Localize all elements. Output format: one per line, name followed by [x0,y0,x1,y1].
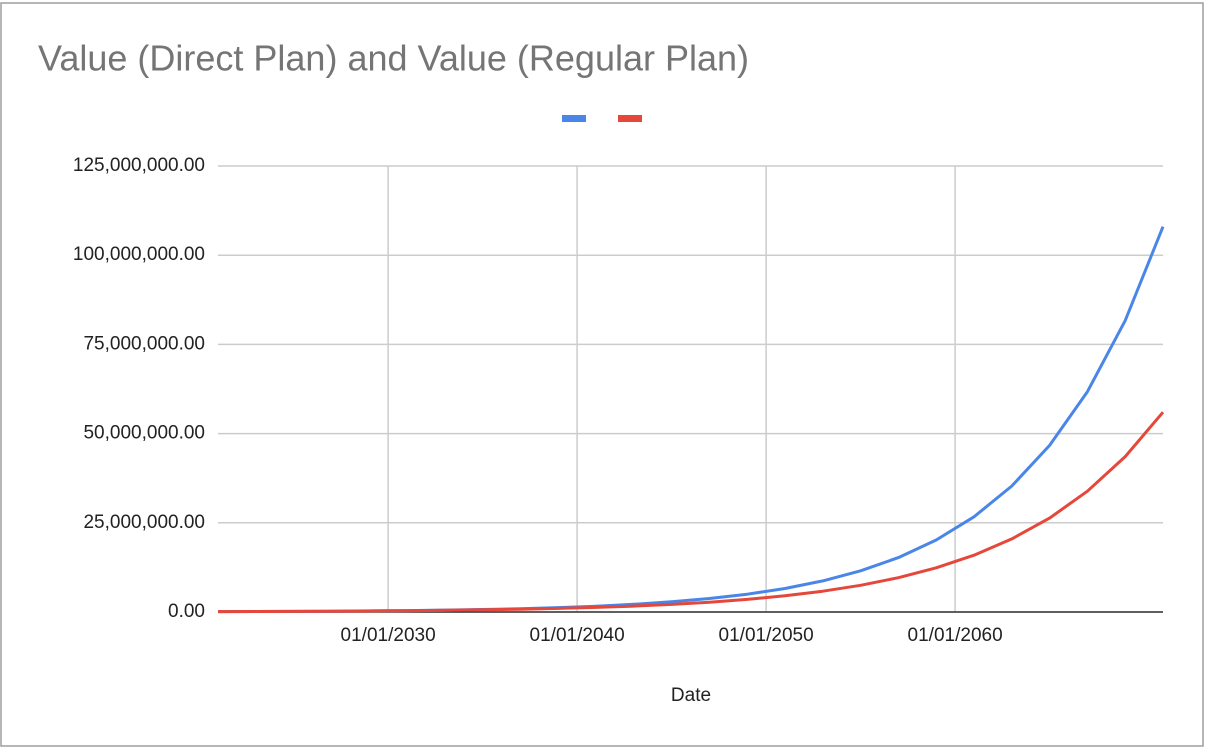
y-tick-label: 50,000,000.00 [83,423,205,444]
data-line [217,411,1165,614]
x-tick-label: 01/01/2030 [341,625,436,646]
chart-title: Value (Direct Plan) and Value (Regular P… [38,38,749,79]
x-tick-label: 01/01/2040 [530,625,625,646]
legend-swatch [618,115,642,122]
legend-swatch [562,115,586,122]
x-axis-label: Date [671,685,711,706]
y-tick-label: 125,000,000.00 [73,155,205,176]
x-tick-label: 01/01/2050 [719,625,814,646]
y-tick-label: 25,000,000.00 [83,512,205,533]
y-tick-label: 0.00 [168,601,205,622]
y-tick-label: 75,000,000.00 [83,333,205,354]
x-tick-label: 01/01/2060 [908,625,1003,646]
y-tick-label: 100,000,000.00 [73,244,205,265]
